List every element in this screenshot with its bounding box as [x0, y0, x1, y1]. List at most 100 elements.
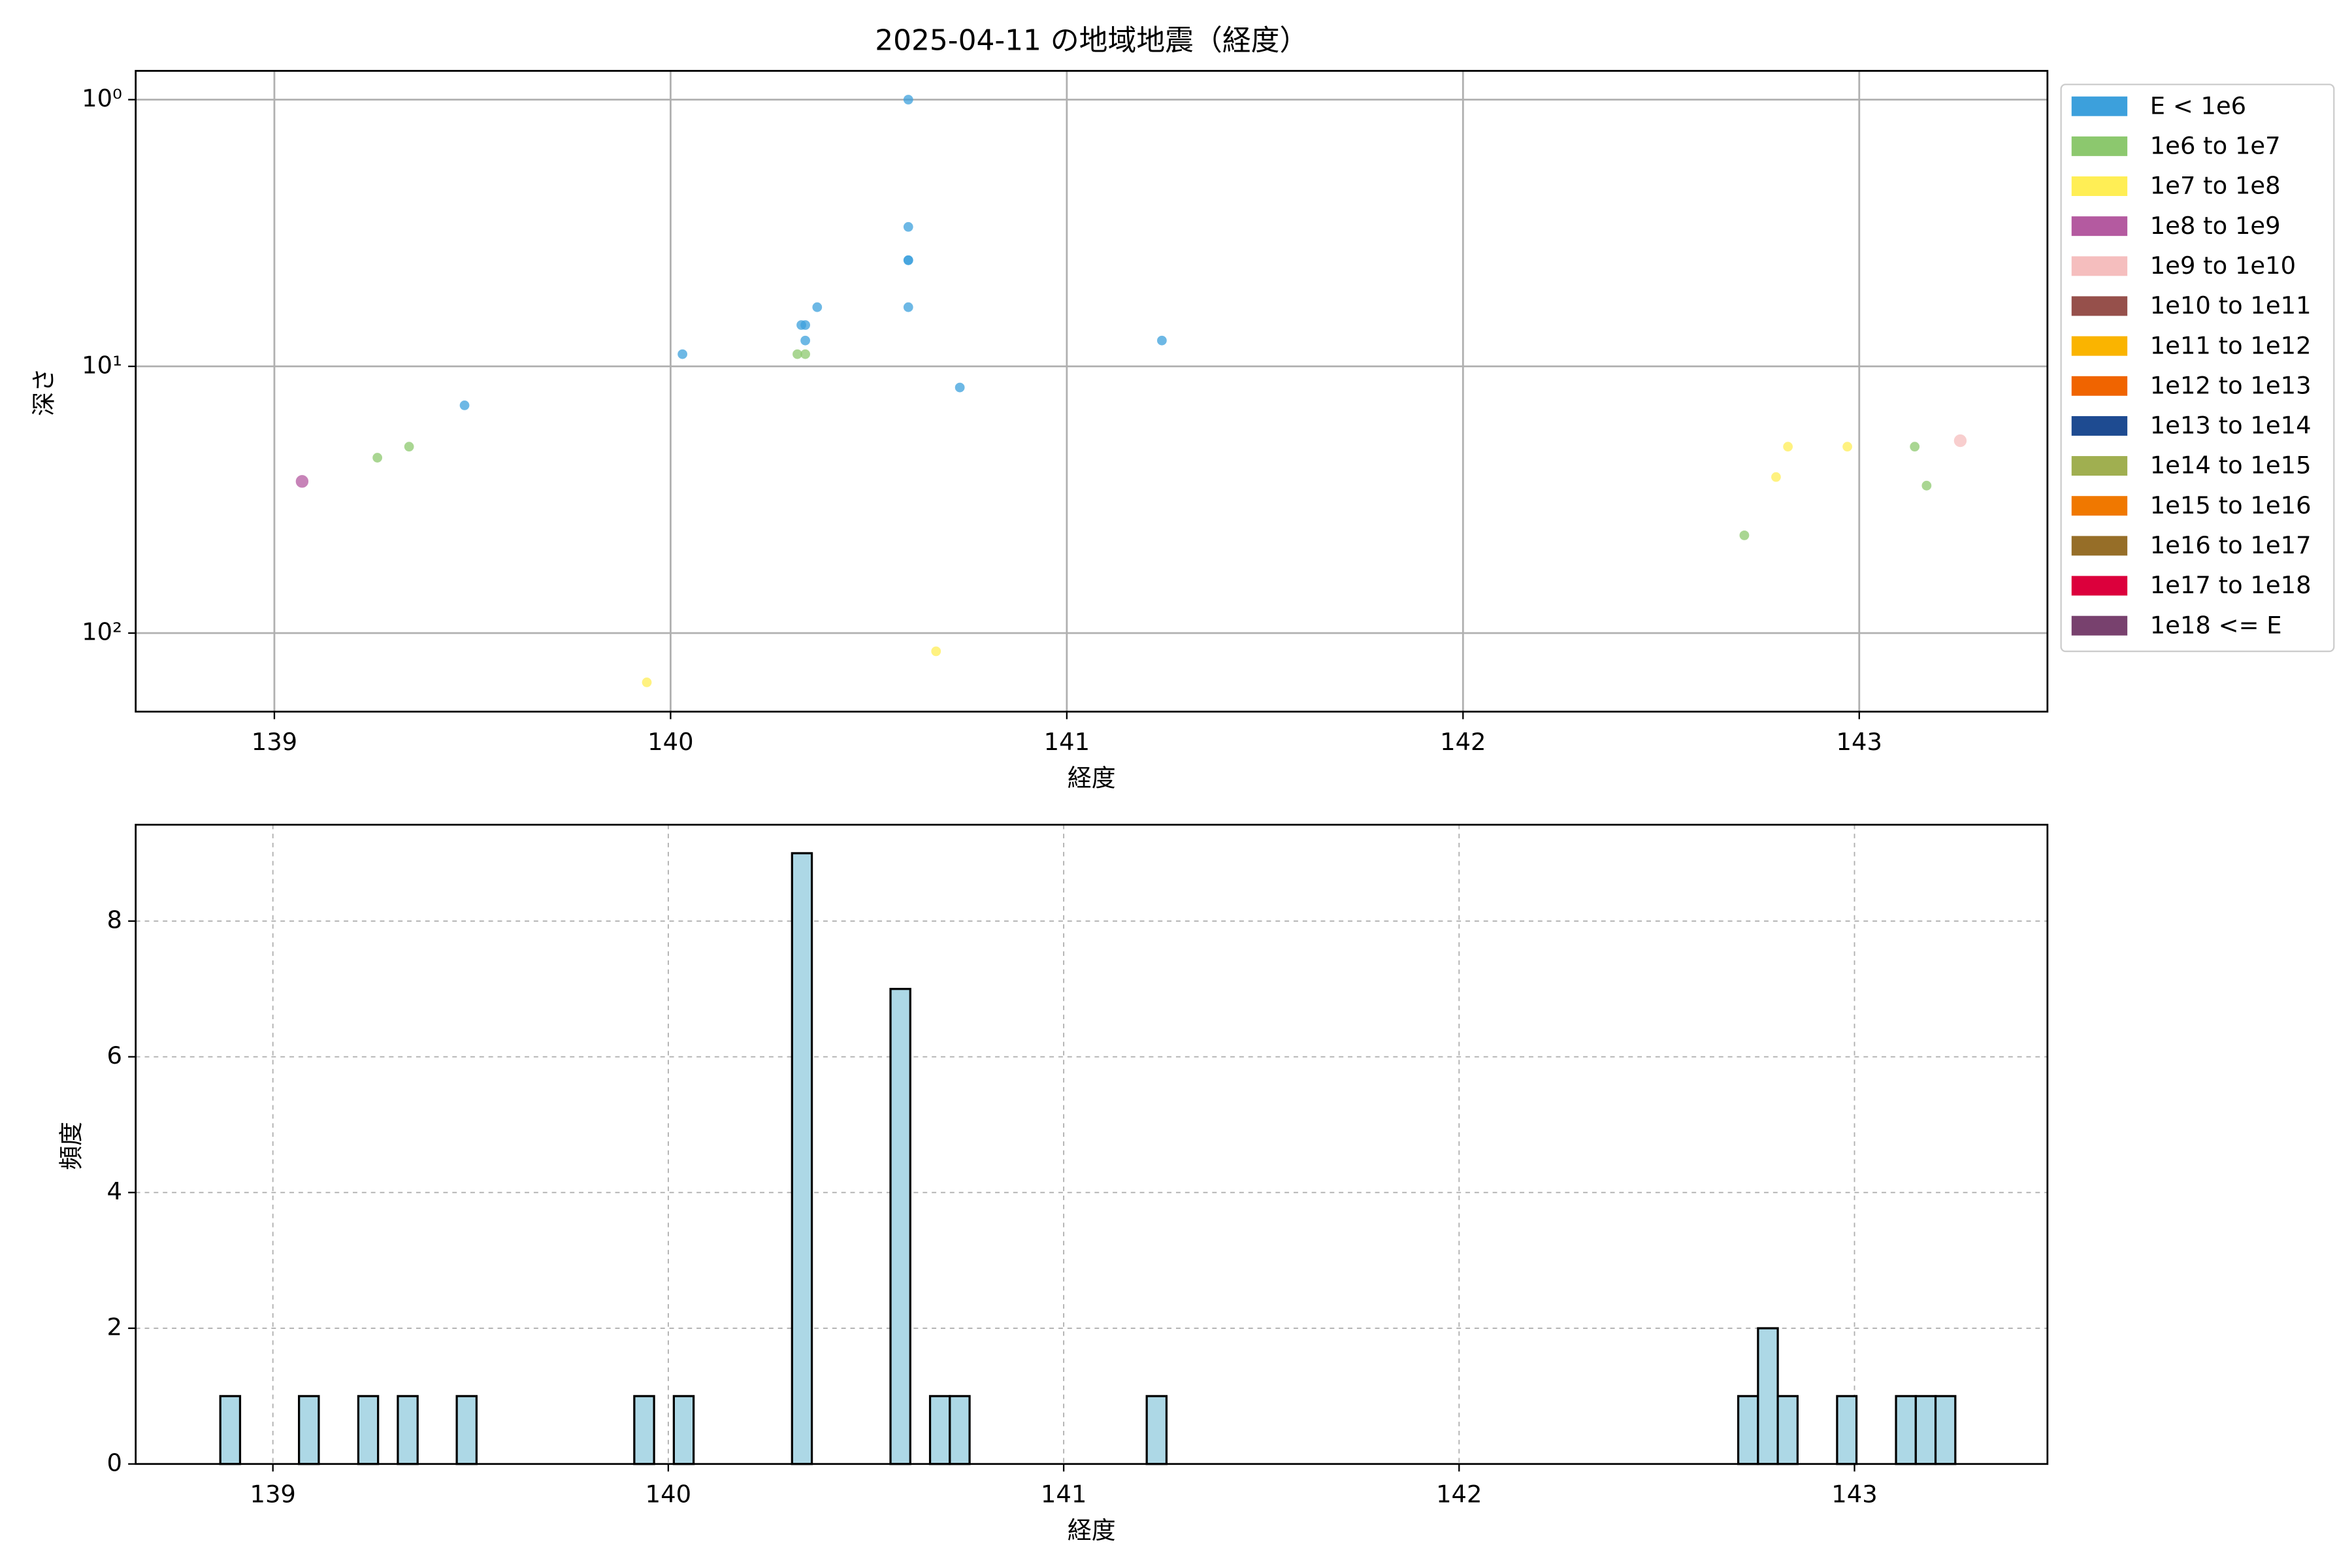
bar: [1757, 1327, 1779, 1465]
legend-swatch: [2071, 296, 2128, 316]
point: [1783, 442, 1793, 452]
legend-swatch: [2071, 536, 2128, 556]
legend-swatch: [2071, 256, 2128, 276]
plot-frame: [135, 823, 2049, 1465]
bar: [1145, 1395, 1168, 1465]
plot-frame: [135, 70, 2049, 713]
point: [800, 349, 810, 359]
bar: [1895, 1395, 1917, 1465]
legend-label: 1e8 to 1e9: [2150, 212, 2281, 240]
point: [903, 95, 913, 105]
legend-label: 1e9 to 1e10: [2150, 252, 2296, 280]
point: [1910, 442, 1920, 452]
point: [372, 453, 383, 463]
y-tick-label: 10⁰: [82, 84, 122, 112]
bar: [928, 1395, 951, 1465]
x-tick-label: 141: [1044, 728, 1090, 756]
legend-label: 1e16 to 1e17: [2150, 531, 2311, 559]
x-tick-label: 143: [1831, 1480, 1877, 1509]
legend-swatch: [2071, 576, 2128, 596]
bar: [633, 1395, 655, 1465]
point: [903, 221, 913, 232]
point: [1953, 434, 1967, 448]
legend-label: 1e10 to 1e11: [2150, 291, 2311, 319]
x-tick-label: 140: [645, 1480, 691, 1509]
point: [903, 255, 913, 265]
y-tick-label: 0: [106, 1448, 122, 1477]
bar: [1934, 1395, 1957, 1465]
point: [903, 302, 913, 312]
point: [642, 678, 652, 687]
legend-label: 1e12 to 1e13: [2150, 371, 2311, 399]
bar: [455, 1395, 478, 1465]
legend-swatch: [2071, 96, 2128, 116]
bar: [1737, 1395, 1759, 1465]
y-tick-label: 2: [106, 1313, 122, 1341]
bar: [1836, 1395, 1858, 1465]
legend-label: 1e11 to 1e12: [2150, 331, 2311, 359]
bar: [219, 1395, 242, 1465]
x-tick-label: 143: [1837, 728, 1882, 756]
bar: [672, 1395, 695, 1465]
legend-label: 1e15 to 1e16: [2150, 491, 2311, 519]
legend-label: 1e14 to 1e15: [2150, 451, 2311, 480]
x-tick-label: 139: [252, 728, 297, 756]
legend-label: 1e18 <= E: [2150, 611, 2282, 639]
chart-title: 2025-04-11 の地域地震（経度）: [875, 24, 1308, 57]
y-axis-label: 深さ: [30, 368, 58, 416]
point: [792, 349, 802, 359]
point: [678, 349, 687, 359]
point: [1842, 442, 1852, 452]
x-tick-label: 139: [250, 1480, 295, 1509]
legend-label: 1e13 to 1e14: [2150, 412, 2311, 440]
y-tick-label: 10²: [82, 618, 122, 646]
x-axis-label: 経度: [1068, 764, 1116, 792]
bar: [889, 988, 911, 1465]
bar: [298, 1395, 320, 1465]
point: [800, 320, 810, 330]
point: [1157, 335, 1167, 346]
x-tick-label: 142: [1436, 1480, 1482, 1509]
y-tick-label: 6: [106, 1041, 122, 1070]
point: [1771, 472, 1781, 482]
legend-label: 1e17 to 1e18: [2150, 571, 2311, 599]
legend-label: E < 1e6: [2150, 91, 2246, 120]
legend-swatch: [2071, 176, 2128, 196]
y-axis-label: 頻度: [57, 1122, 85, 1170]
legend-swatch: [2071, 136, 2128, 156]
bar: [1776, 1395, 1799, 1465]
point: [459, 400, 470, 410]
legend-swatch: [2071, 216, 2128, 237]
legend-swatch: [2071, 376, 2128, 396]
bar: [1914, 1395, 1937, 1465]
bar: [791, 852, 813, 1465]
x-tick-label: 140: [647, 728, 693, 756]
x-tick-label: 142: [1440, 728, 1486, 756]
point: [295, 475, 309, 488]
legend-swatch: [2071, 456, 2128, 476]
point: [800, 335, 810, 346]
bar: [397, 1395, 419, 1465]
legend-box: [2060, 84, 2335, 653]
legend-label: 1e7 to 1e8: [2150, 172, 2281, 200]
point: [812, 302, 823, 312]
y-tick-label: 8: [106, 906, 122, 934]
point: [955, 382, 965, 393]
bar: [949, 1395, 971, 1465]
y-tick-label: 10¹: [82, 351, 122, 379]
y-tick-label: 4: [106, 1177, 122, 1205]
point: [1739, 530, 1750, 540]
point: [931, 646, 941, 657]
bar: [357, 1395, 380, 1465]
point: [1921, 480, 1932, 491]
point: [404, 442, 414, 452]
legend-swatch: [2071, 496, 2128, 516]
legend-swatch: [2071, 416, 2128, 436]
x-tick-label: 141: [1041, 1480, 1086, 1509]
legend-swatch: [2071, 615, 2128, 636]
x-axis-label: 経度: [1068, 1516, 1116, 1544]
legend-swatch: [2071, 336, 2128, 356]
